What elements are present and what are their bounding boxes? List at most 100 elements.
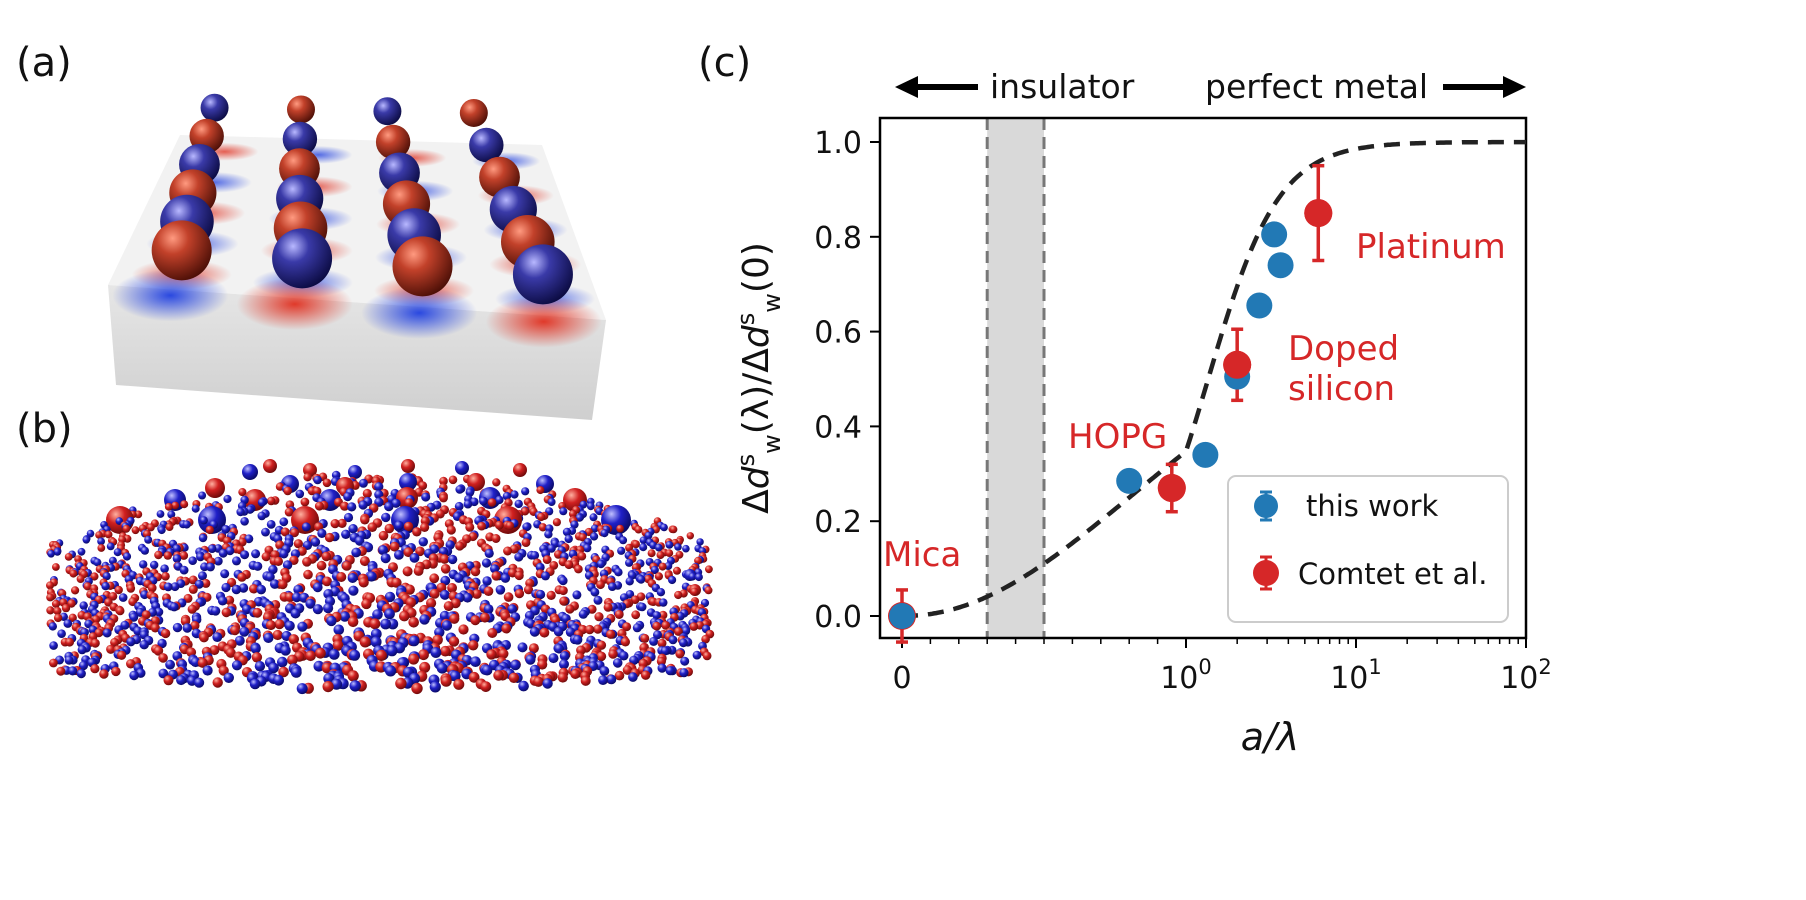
legend-label-comtet: Comtet et al. <box>1298 557 1488 591</box>
red-particle <box>483 586 494 596</box>
x-tick-label: 100 <box>1160 655 1212 696</box>
red-particle <box>272 629 283 641</box>
blue-particle <box>606 674 617 685</box>
blue-particle <box>349 680 361 692</box>
blue-particle <box>370 636 382 648</box>
material-label: Mica <box>883 535 961 575</box>
blue-particle <box>650 565 659 575</box>
blue-particle <box>409 553 420 563</box>
blue-particle <box>122 552 132 561</box>
red-particle <box>656 551 665 560</box>
red-particle <box>453 678 465 690</box>
red-particle <box>539 627 550 638</box>
x-axis-label: a/λ <box>1241 715 1300 759</box>
blue-particle <box>341 529 351 539</box>
red-particle <box>538 523 548 532</box>
red-particle <box>336 572 347 582</box>
blue-particle <box>279 549 289 559</box>
blue-particle <box>221 582 231 593</box>
red-particle <box>494 520 504 530</box>
panel-a-label: (a) <box>16 40 72 86</box>
red-particle <box>71 586 80 595</box>
blue-particle <box>394 550 404 560</box>
red-particle <box>596 580 605 590</box>
red-particle <box>521 538 531 547</box>
blue-sphere <box>512 244 573 305</box>
blue-particle <box>63 619 73 628</box>
blue-particle <box>384 501 394 512</box>
blue-particle <box>179 565 189 575</box>
y-tick-label: 1.0 <box>814 126 862 161</box>
blue-particle <box>221 525 230 534</box>
red-particle <box>614 670 625 681</box>
red-particle <box>404 498 414 508</box>
blue-particle <box>79 601 88 610</box>
blue-particle <box>333 624 345 636</box>
blue-particle <box>614 568 623 577</box>
red-particle <box>415 546 425 557</box>
red-particle <box>537 512 546 522</box>
blue-particle <box>535 562 545 572</box>
blue-particle <box>317 528 327 539</box>
red-particle <box>468 640 479 651</box>
blue-particle <box>530 551 540 560</box>
blue-particle <box>495 585 506 595</box>
red-particle <box>280 527 290 537</box>
blue-particle <box>163 582 173 592</box>
blue-particle <box>118 593 128 602</box>
blue-particle <box>343 492 353 502</box>
red-particle <box>503 592 514 602</box>
data-point-this-work <box>1261 221 1288 248</box>
red-particle <box>491 571 501 581</box>
red-particle <box>46 581 54 590</box>
red-particle <box>403 521 414 532</box>
blue-particle <box>559 507 568 516</box>
red-particle <box>546 590 556 601</box>
blue-particle <box>619 651 629 661</box>
blue-particle <box>102 628 112 638</box>
blue-particle <box>553 626 564 637</box>
blue-particle <box>330 678 343 690</box>
blue-particle <box>612 658 623 668</box>
blue-particle <box>263 632 274 644</box>
blue-particle <box>590 587 600 597</box>
blue-particle <box>517 642 528 653</box>
y-tick-label: 0.8 <box>814 221 862 256</box>
red-particle <box>665 549 674 557</box>
red-particle <box>557 672 568 683</box>
red-particle <box>568 509 577 518</box>
red-particle <box>225 647 236 658</box>
red-sphere <box>151 220 212 281</box>
blue-particle <box>378 545 388 555</box>
legend-entry-comtet: Comtet et al. <box>1253 555 1488 591</box>
blue-particle <box>349 649 361 661</box>
red-particle <box>616 524 624 533</box>
red-particle <box>205 478 225 498</box>
red-particle <box>51 599 61 609</box>
red-particle <box>622 665 633 675</box>
blue-particle <box>544 530 553 539</box>
red-particle <box>205 525 214 535</box>
red-particle <box>164 502 173 511</box>
blue-particle <box>290 667 302 678</box>
red-particle <box>493 670 504 681</box>
blue-particle <box>652 611 661 620</box>
red-particle <box>369 618 381 630</box>
red-particle <box>701 634 710 644</box>
blue-particle <box>231 660 243 671</box>
blue-particle <box>225 546 235 556</box>
blue-particle <box>129 670 139 681</box>
red-particle <box>300 497 310 507</box>
red-particle <box>104 530 113 539</box>
legend-label-this-work: this work <box>1306 489 1439 523</box>
blue-particle <box>242 464 258 480</box>
y-tick-label: 0.2 <box>814 505 862 540</box>
red-particle <box>593 624 603 634</box>
blue-particle <box>547 498 556 506</box>
red-particle <box>470 566 481 577</box>
blue-particle <box>194 677 205 688</box>
blue-particle <box>231 584 242 595</box>
blue-particle <box>310 537 321 547</box>
red-particle <box>505 521 515 530</box>
red-particle <box>305 650 316 662</box>
